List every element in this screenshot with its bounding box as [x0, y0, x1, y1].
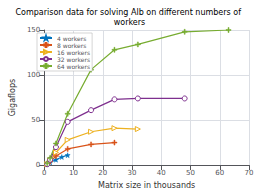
svg-text:8 workers: 8 workers	[57, 42, 86, 49]
svg-text:0: 0	[42, 169, 46, 177]
svg-text:50: 50	[31, 116, 40, 124]
svg-text:16 workers: 16 workers	[57, 49, 90, 56]
svg-text:Comparison data for solving Al: Comparison data for solving Alb on diffe…	[15, 8, 243, 17]
svg-text:32 workers: 32 workers	[57, 56, 90, 63]
svg-text:workers: workers	[114, 18, 145, 27]
svg-text:40: 40	[157, 169, 166, 177]
svg-text:70: 70	[245, 169, 254, 177]
svg-text:20: 20	[98, 169, 107, 177]
svg-text:4 workers: 4 workers	[57, 35, 86, 42]
svg-text:60: 60	[215, 169, 224, 177]
svg-text:Matrix size in thousands: Matrix size in thousands	[98, 181, 195, 190]
svg-text:50: 50	[186, 169, 195, 177]
svg-text:150: 150	[26, 26, 41, 34]
svg-text:0: 0	[36, 161, 40, 169]
svg-text:30: 30	[128, 169, 137, 177]
svg-text:100: 100	[27, 71, 40, 79]
svg-text:64 workers: 64 workers	[57, 63, 90, 70]
svg-text:10: 10	[69, 169, 78, 177]
svg-text:Gigaflops: Gigaflops	[8, 79, 17, 117]
